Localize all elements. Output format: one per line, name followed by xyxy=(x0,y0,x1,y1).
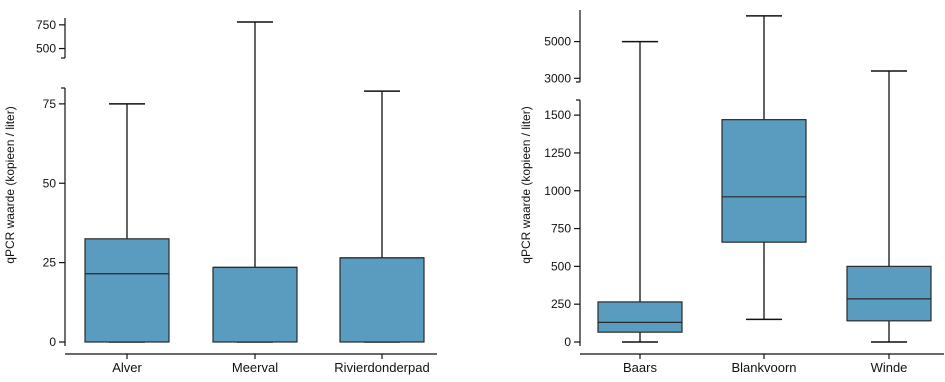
y-tick-label: 25 xyxy=(43,256,57,270)
y-tick-label: 5000 xyxy=(544,35,571,49)
x-tick-label: Blankvoorn xyxy=(731,360,796,375)
box-blankvoorn xyxy=(721,119,807,243)
x-tick-label: Rivierdonderpad xyxy=(334,360,429,375)
y-tick-label: 750 xyxy=(551,222,571,236)
x-tick-label: Meerval xyxy=(232,360,278,375)
box-winde xyxy=(846,265,932,322)
y-tick-label: 75 xyxy=(43,97,57,111)
y-tick-label: 0 xyxy=(564,335,571,349)
y-tick-label: 500 xyxy=(36,42,56,56)
y-tick-label: 750 xyxy=(36,18,56,32)
y-axis-title: qPCR waarde (kopieen / liter) xyxy=(519,106,533,263)
left-box-plot: 0 25 50 75 500 750 qPCR waarde (kopieen / lite… xyxy=(3,18,437,375)
y-axis-title: qPCR waarde (kopieen / liter) xyxy=(3,106,17,263)
box-rivierdonderpad xyxy=(339,257,425,343)
y-tick-label: 500 xyxy=(551,259,571,273)
y-tick-label: 0 xyxy=(49,335,56,349)
y-tick-label: 1250 xyxy=(544,146,571,160)
y-tick-label: 250 xyxy=(551,297,571,311)
box-baars xyxy=(597,301,683,333)
right-box-plot: 0 250 500 750 1000 1250 1500 3000 5000 qPCR waard… xyxy=(519,10,944,375)
y-tick-label: 1000 xyxy=(544,184,571,198)
box-meerval xyxy=(212,266,298,343)
y-tick-label: 3000 xyxy=(544,71,571,85)
x-tick-label: Winde xyxy=(871,360,908,375)
y-tick-label: 50 xyxy=(43,176,57,190)
x-tick-label: Baars xyxy=(623,360,657,375)
x-tick-label: Alver xyxy=(112,360,142,375)
box-alver xyxy=(84,238,170,343)
y-tick-label: 1500 xyxy=(544,108,571,122)
